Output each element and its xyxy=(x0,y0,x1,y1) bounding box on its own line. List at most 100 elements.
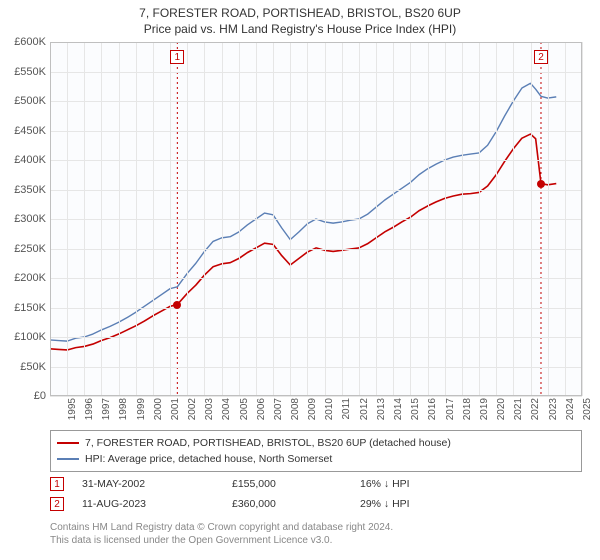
legend-label: 7, FORESTER ROAD, PORTISHEAD, BRISTOL, B… xyxy=(85,437,451,449)
y-tick-label: £600K xyxy=(14,36,50,48)
y-tick-label: £350K xyxy=(14,184,50,196)
gridline-v xyxy=(136,42,137,396)
x-tick-label: 2008 xyxy=(290,398,301,420)
markers-table-box: 2 xyxy=(50,497,64,511)
markers-table-delta: 29% ↓ HPI xyxy=(360,498,480,510)
x-tick-label: 2010 xyxy=(324,398,335,420)
gridline-v xyxy=(582,42,583,396)
gridline-v xyxy=(428,42,429,396)
markers-table-date: 11-AUG-2023 xyxy=(82,498,214,510)
x-tick-label: 2015 xyxy=(410,398,421,420)
markers-table: 131-MAY-2002£155,00016% ↓ HPI211-AUG-202… xyxy=(50,474,480,514)
markers-table-price: £360,000 xyxy=(232,498,342,510)
gridline-v xyxy=(462,42,463,396)
gridline-v xyxy=(84,42,85,396)
x-tick-label: 2017 xyxy=(444,398,455,420)
x-tick-label: 2023 xyxy=(547,398,558,420)
y-tick-label: £450K xyxy=(14,125,50,137)
gridline-h xyxy=(50,396,582,397)
gridline-h xyxy=(50,337,582,338)
x-tick-label: 2002 xyxy=(187,398,198,420)
gridline-v xyxy=(239,42,240,396)
y-tick-label: £0 xyxy=(34,390,50,402)
x-tick-label: 2009 xyxy=(307,398,318,420)
gridline-v xyxy=(204,42,205,396)
legend-swatch xyxy=(57,458,79,460)
gridline-v xyxy=(119,42,120,396)
x-tick-label: 2022 xyxy=(530,398,541,420)
gridline-v xyxy=(153,42,154,396)
legend-item: HPI: Average price, detached house, Nort… xyxy=(57,451,575,467)
gridline-v xyxy=(410,42,411,396)
event-marker-box: 2 xyxy=(534,50,548,64)
x-tick-label: 2024 xyxy=(564,398,575,420)
x-tick-label: 2016 xyxy=(427,398,438,420)
gridline-h xyxy=(50,131,582,132)
y-tick-label: £550K xyxy=(14,66,50,78)
markers-table-date: 31-MAY-2002 xyxy=(82,478,214,490)
gridline-v xyxy=(307,42,308,396)
x-tick-label: 2021 xyxy=(513,398,524,420)
gridline-h xyxy=(50,308,582,309)
caption-line2: This data is licensed under the Open Gov… xyxy=(50,535,393,548)
x-tick-label: 2007 xyxy=(273,398,284,420)
x-tick-label: 2018 xyxy=(461,398,472,420)
gridline-v xyxy=(222,42,223,396)
chart-title-line2: Price paid vs. HM Land Registry's House … xyxy=(0,22,600,36)
caption: Contains HM Land Registry data © Crown c… xyxy=(50,522,393,547)
y-tick-label: £400K xyxy=(14,154,50,166)
x-tick-label: 2019 xyxy=(479,398,490,420)
x-tick-label: 2013 xyxy=(376,398,387,420)
caption-line1: Contains HM Land Registry data © Crown c… xyxy=(50,522,393,535)
gridline-v xyxy=(548,42,549,396)
markers-table-price: £155,000 xyxy=(232,478,342,490)
x-tick-label: 1997 xyxy=(101,398,112,420)
gridline-v xyxy=(342,42,343,396)
gridline-v xyxy=(187,42,188,396)
legend-item: 7, FORESTER ROAD, PORTISHEAD, BRISTOL, B… xyxy=(57,435,575,451)
event-marker-box: 1 xyxy=(170,50,184,64)
x-tick-label: 1995 xyxy=(67,398,78,420)
gridline-v xyxy=(359,42,360,396)
x-tick-label: 2003 xyxy=(204,398,215,420)
gridline-v xyxy=(445,42,446,396)
x-tick-label: 1998 xyxy=(118,398,129,420)
legend-label: HPI: Average price, detached house, Nort… xyxy=(85,453,332,465)
gridline-v xyxy=(101,42,102,396)
x-tick-label: 2004 xyxy=(221,398,232,420)
gridline-v xyxy=(531,42,532,396)
x-tick-label: 2001 xyxy=(170,398,181,420)
gridline-v xyxy=(256,42,257,396)
event-dot xyxy=(173,301,181,309)
y-tick-label: £300K xyxy=(14,213,50,225)
markers-table-row: 2 11-AUG-2023 £360,000 29% ↓ HPI xyxy=(50,494,480,514)
x-tick-label: 1996 xyxy=(84,398,95,420)
chart-container: 7, FORESTER ROAD, PORTISHEAD, BRISTOL, B… xyxy=(0,0,600,560)
y-tick-label: £100K xyxy=(14,331,50,343)
gridline-v xyxy=(479,42,480,396)
y-tick-label: £150K xyxy=(14,302,50,314)
gridline-v xyxy=(513,42,514,396)
legend-swatch xyxy=(57,442,79,444)
gridline-v xyxy=(393,42,394,396)
gridline-h xyxy=(50,278,582,279)
gridline-h xyxy=(50,249,582,250)
x-tick-label: 2006 xyxy=(256,398,267,420)
x-tick-label: 2025 xyxy=(582,398,593,420)
y-tick-label: £250K xyxy=(14,243,50,255)
x-tick-label: 2012 xyxy=(358,398,369,420)
y-tick-label: £500K xyxy=(14,95,50,107)
x-tick-label: 2014 xyxy=(393,398,404,420)
gridline-v xyxy=(376,42,377,396)
gridline-h xyxy=(50,72,582,73)
x-tick-label: 2020 xyxy=(496,398,507,420)
y-tick-label: £200K xyxy=(14,272,50,284)
gridline-v xyxy=(67,42,68,396)
gridline-v xyxy=(50,42,51,396)
gridline-h xyxy=(50,101,582,102)
gridline-v xyxy=(290,42,291,396)
gridline-h xyxy=(50,367,582,368)
gridline-h xyxy=(50,160,582,161)
gridline-v xyxy=(170,42,171,396)
markers-table-row: 131-MAY-2002£155,00016% ↓ HPI xyxy=(50,474,480,494)
